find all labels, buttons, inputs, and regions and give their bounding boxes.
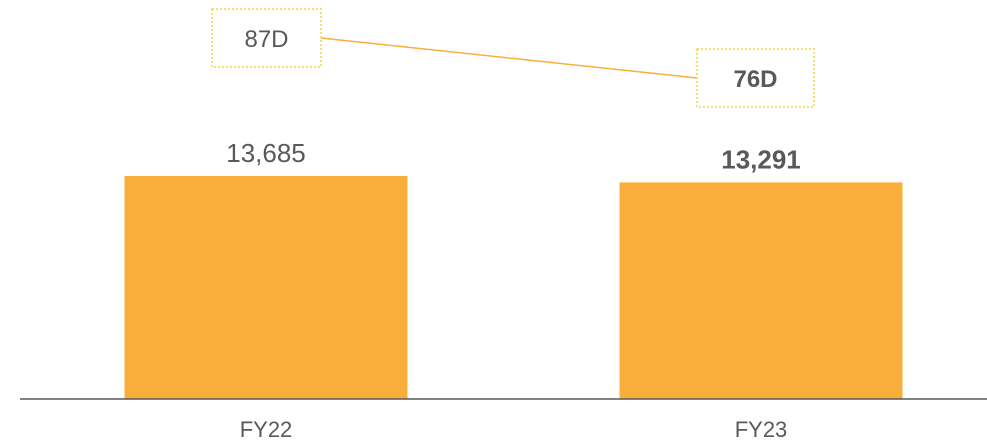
bar-fy23: [619, 182, 903, 399]
labels-layer: 13,685 FY22 13,291 FY23: [226, 138, 801, 441]
bar-value-label-fy23: 13,291: [721, 144, 801, 174]
category-label-fy23: FY23: [735, 417, 788, 441]
bar-value-label-fy22: 13,685: [226, 138, 306, 168]
line-label-box-fy22: [211, 8, 322, 68]
line-label-box-fy23: [696, 48, 815, 108]
line-value-label-fy22: 87D: [244, 26, 288, 53]
line-series: [320, 37, 698, 79]
line-value-label-fy23: 76D: [733, 66, 777, 93]
line-layer: 87D 76D: [211, 8, 815, 108]
bar-fy22: [124, 176, 408, 399]
bars-layer: [124, 176, 903, 399]
category-label-fy22: FY22: [240, 417, 293, 441]
